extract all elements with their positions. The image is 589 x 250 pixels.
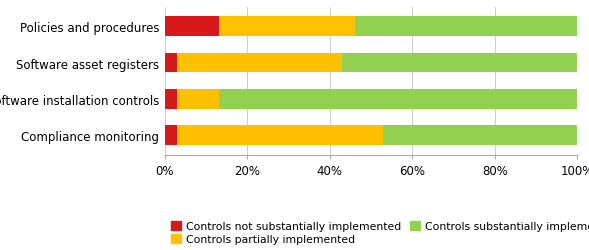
Bar — [355, 18, 577, 37]
Bar — [177, 89, 219, 109]
Bar — [165, 18, 219, 37]
Bar — [165, 125, 177, 145]
Bar — [383, 125, 577, 145]
Bar — [219, 89, 577, 109]
Bar — [177, 125, 383, 145]
Bar — [165, 89, 177, 109]
Bar — [342, 53, 577, 73]
Bar — [177, 53, 342, 73]
Legend: Controls not substantially implemented, Controls partially implemented, Controls: Controls not substantially implemented, … — [166, 216, 589, 249]
Bar — [219, 18, 355, 37]
Bar — [165, 53, 177, 73]
